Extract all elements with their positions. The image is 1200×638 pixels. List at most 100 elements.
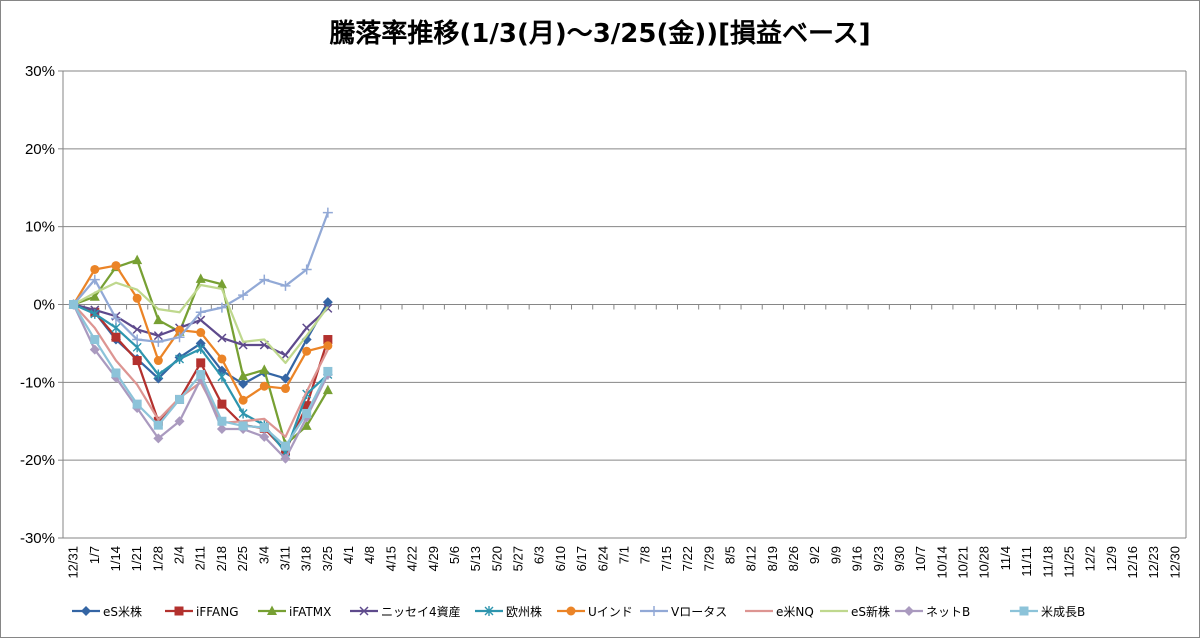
x-tick-label: 11/18 — [1040, 546, 1055, 578]
data-point — [301, 264, 312, 275]
data-point — [153, 433, 164, 444]
x-tick-label: 6/17 — [574, 546, 589, 571]
x-tick-label: 2/18 — [214, 546, 229, 571]
chart-title: 騰落率推移(1/3(月)～3/25(金))[損益ベース] — [329, 18, 870, 49]
data-point — [322, 384, 333, 395]
data-point — [90, 264, 100, 274]
data-point — [238, 378, 249, 389]
x-tick-label: 12/9 — [1104, 546, 1119, 571]
legend-label: iFATMX — [289, 605, 331, 619]
data-point — [89, 274, 100, 285]
data-point — [259, 422, 269, 432]
legend-label: ネットB — [926, 605, 970, 619]
y-tick-label: 10% — [25, 219, 55, 236]
x-tick-label: 7/1 — [617, 546, 632, 564]
data-point — [280, 441, 290, 451]
legend-marker — [1019, 606, 1029, 616]
x-tick-label: 11/25 — [1061, 546, 1076, 578]
data-point — [323, 335, 333, 345]
legend-item: eS新株 — [820, 604, 890, 619]
legend-marker — [81, 606, 91, 616]
x-tick-label: 4/15 — [383, 546, 398, 571]
x-tick-label: 11/4 — [998, 546, 1013, 570]
data-point — [153, 420, 163, 430]
x-tick-label: 9/9 — [828, 546, 843, 564]
y-tick-label: -20% — [20, 452, 55, 469]
legend-label: iFFANG — [196, 605, 239, 619]
data-point — [90, 335, 100, 345]
x-tick-label: 9/30 — [892, 546, 907, 571]
data-point — [280, 453, 291, 464]
data-point — [175, 353, 185, 364]
data-point — [280, 384, 290, 394]
x-tick-label: 7/8 — [638, 546, 653, 564]
legend-item: 欧州株 — [475, 604, 542, 619]
data-point — [132, 324, 142, 334]
x-tick-label: 8/26 — [786, 546, 801, 571]
x-tick-label: 4/1 — [341, 546, 356, 564]
x-tick-label: 10/28 — [977, 546, 992, 579]
data-point — [153, 356, 163, 366]
legend-label: 米成長B — [1041, 605, 1085, 619]
data-point — [90, 308, 100, 319]
x-tick-label: 12/23 — [1146, 546, 1161, 579]
x-tick-label: 6/3 — [532, 546, 547, 564]
legend-item: ニッセイ4資産 — [350, 604, 461, 619]
data-point — [323, 341, 333, 351]
data-point — [111, 332, 121, 342]
x-tick-label: 8/19 — [765, 546, 780, 571]
data-point — [196, 328, 206, 338]
x-tick-label: 3/4 — [256, 546, 271, 564]
legend-marker — [359, 606, 369, 616]
x-tick-label: 3/25 — [320, 546, 335, 571]
x-tick-label: 5/13 — [468, 546, 483, 571]
data-point — [238, 290, 249, 301]
y-axis-tick-labels: 30% 20% 10% 0% -10% -20% -30% — [20, 63, 55, 547]
y-tick-label: 20% — [25, 141, 55, 158]
legend-item: iFFANG — [165, 605, 239, 619]
legend-marker — [484, 606, 494, 616]
x-tick-label: 2/25 — [235, 546, 250, 571]
data-point — [195, 307, 206, 318]
data-point — [195, 273, 206, 283]
x-tick-label: 12/16 — [1125, 546, 1140, 579]
data-point — [238, 408, 248, 419]
data-point — [302, 408, 312, 418]
legend-marker — [267, 605, 277, 615]
x-tick-label: 6/10 — [553, 546, 568, 571]
legend-label: e米NQ — [776, 605, 814, 619]
legend-marker — [649, 606, 659, 616]
x-tick-label: 7/15 — [659, 546, 674, 571]
x-tick-label: 10/7 — [913, 546, 928, 571]
legend-item: ネットB — [895, 605, 970, 619]
data-point — [259, 381, 269, 391]
legend-item: iFATMX — [258, 605, 331, 619]
x-tick-label: 10/21 — [956, 546, 971, 579]
data-point — [217, 333, 227, 343]
data-point — [196, 358, 206, 368]
data-point — [217, 416, 227, 426]
data-point — [216, 302, 227, 313]
data-point — [322, 207, 333, 218]
data-point — [132, 254, 143, 265]
data-point — [153, 314, 164, 325]
x-tick-label: 5/27 — [511, 546, 526, 571]
legend-marker — [566, 606, 576, 616]
data-point — [217, 371, 227, 382]
legend-label: eS米株 — [103, 604, 142, 619]
data-point — [196, 370, 206, 380]
y-tick-label: 0% — [33, 297, 55, 314]
data-point — [238, 395, 248, 405]
data-point — [302, 346, 312, 356]
data-point — [216, 278, 227, 289]
data-point — [322, 297, 333, 308]
data-point — [111, 261, 121, 271]
data-point — [153, 369, 163, 380]
data-point — [217, 399, 227, 409]
data-point — [238, 421, 248, 431]
series-lines — [68, 207, 333, 464]
x-tick-label: 12/2 — [1083, 546, 1098, 571]
data-point — [196, 315, 206, 325]
data-point — [175, 394, 185, 404]
